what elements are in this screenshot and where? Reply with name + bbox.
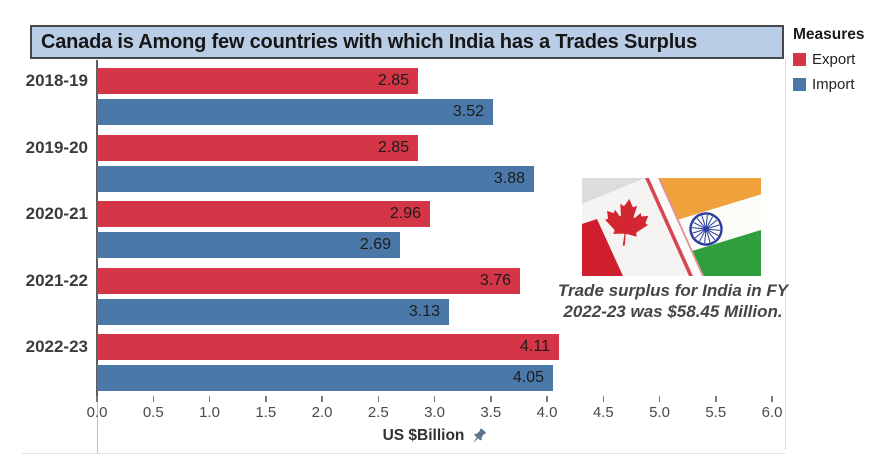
x-tick-label-6.0: 6.0 [761,404,783,421]
legend-item-export[interactable]: Export [793,51,883,68]
x-tick-mark-2.0 [321,396,323,402]
bar-value-label: 3.13 [408,302,440,320]
bar-value-label: 2.96 [389,205,421,222]
canada-flag [582,178,693,276]
bar-value-label: 2.85 [377,138,409,156]
y-axis-line [96,60,98,400]
x-tick-label-5.5: 5.5 [705,404,727,421]
legend: Measures Export Import [793,26,883,101]
chart-title: Canada is Among few countries with which… [30,25,784,59]
x-tick-label-4.5: 4.5 [592,404,614,421]
x-tick-mark-5.5 [715,396,717,402]
bar-import-2018-19[interactable]: 3.52 [97,99,493,125]
canada-india-flags-image [582,178,761,276]
x-tick-mark-4.5 [602,396,604,402]
x-tick-label-3.0: 3.0 [424,404,445,421]
annotation-text: Trade surplus for India in FY 2022-23 wa… [550,280,796,322]
maple-leaf-icon [605,199,649,246]
legend-title: Measures [793,26,865,43]
bar-value-label: 2.85 [377,72,409,89]
legend-label-import: Import [812,76,855,93]
x-tick-label-2.0: 2.0 [311,404,333,421]
category-label-2021-22: 2021-22 [25,270,88,290]
ashoka-chakra-icon [689,212,723,246]
x-axis-title-row: US $Billion [97,427,773,445]
legend-item-import[interactable]: Import [793,76,883,93]
x-tick-label-2.5: 2.5 [367,404,389,421]
bar-value-label: 3.52 [452,103,484,120]
annotation-line-1: Trade surplus for India in FY [557,281,789,300]
x-tick-mark-1.0 [208,396,211,402]
x-tick-label-1.0: 1.0 [199,404,220,421]
bar-value-label: 4.11 [520,338,550,355]
x-tick-label-0.5: 0.5 [142,404,164,421]
import-swatch-icon [793,78,806,91]
x-tick-mark-1.5 [265,396,267,402]
x-tick-mark-3.0 [433,396,436,402]
bar-value-label: 2.69 [359,236,391,253]
x-tick-label-0.0: 0.0 [86,404,108,421]
bar-export-2021-22[interactable]: 3.76 [97,267,520,294]
x-tick-mark-0.5 [152,396,154,402]
category-label-2020-21: 2020-21 [25,204,88,223]
x-tick-label-1.5: 1.5 [255,404,277,421]
bar-import-2019-20[interactable]: 3.88 [97,165,534,192]
category-label-2018-19: 2018-19 [25,71,88,90]
x-tick-mark-6.0 [771,396,773,402]
bar-export-2020-21[interactable]: 2.96 [97,201,430,227]
bottom-border [22,453,785,454]
x-tick-mark-0.0 [96,396,98,402]
bar-import-2021-22[interactable]: 3.13 [97,298,449,325]
bar-import-2020-21[interactable]: 2.69 [97,232,400,258]
x-tick-label-3.5: 3.5 [480,404,502,421]
category-label-2022-23: 2022-23 [25,337,88,356]
x-tick-mark-5.0 [658,396,661,402]
x-tick-mark-2.5 [377,396,379,402]
bar-export-2018-19[interactable]: 2.85 [97,68,418,94]
export-swatch-icon [793,53,806,66]
bar-export-2019-20[interactable]: 2.85 [97,134,418,161]
x-tick-label-5.0: 5.0 [649,404,670,421]
y-axis-line-extension [96,400,98,453]
x-tick-mark-3.5 [490,396,492,402]
legend-label-export: Export [812,51,856,68]
annotation-line-2: 2022-23 was $58.45 Million. [563,302,783,321]
pin-icon [473,428,487,443]
x-axis-title: US $Billion [382,427,465,444]
category-label-2019-20: 2019-20 [25,137,88,157]
x-tick-mark-4.0 [546,396,548,402]
bar-export-2022-23[interactable]: 4.11 [97,334,559,360]
bar-import-2022-23[interactable]: 4.05 [97,365,553,391]
bar-value-label: 3.76 [479,271,511,289]
bar-value-label: 4.05 [512,369,544,386]
bar-value-label: 3.88 [493,169,525,187]
panel-divider [785,59,786,450]
x-tick-label-4.0: 4.0 [536,404,558,421]
